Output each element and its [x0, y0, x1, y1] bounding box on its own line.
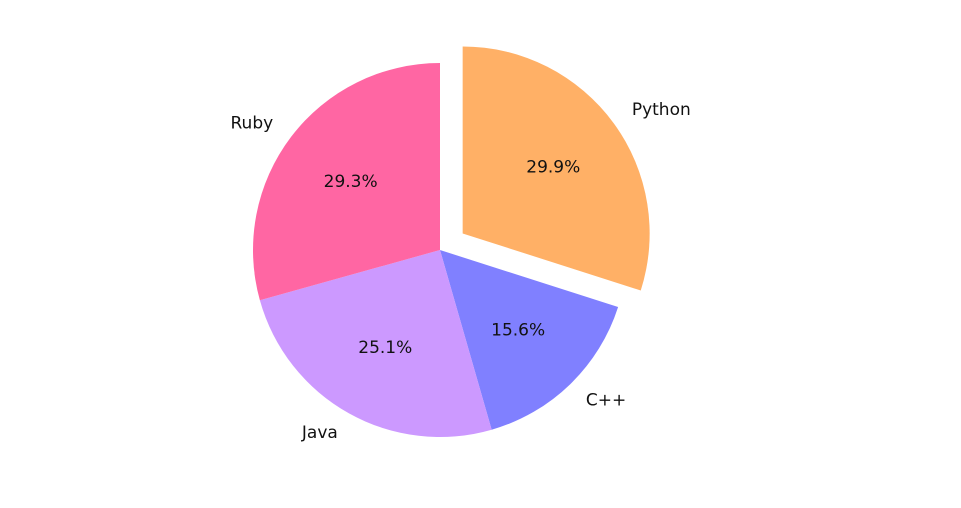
slice-label: Java — [301, 423, 338, 443]
percent-label: 25.1% — [358, 338, 412, 358]
pie-slice — [440, 250, 619, 430]
percent-label: 15.6% — [491, 321, 545, 341]
slice-label: C++ — [586, 390, 626, 410]
percent-label: 29.9% — [526, 157, 580, 177]
pie-slice — [252, 63, 440, 301]
slice-label: Ruby — [231, 113, 274, 133]
slice-label: Python — [632, 100, 691, 120]
pie-slice — [462, 46, 650, 291]
percent-label: 29.3% — [324, 172, 378, 192]
pie-slice — [259, 250, 492, 437]
